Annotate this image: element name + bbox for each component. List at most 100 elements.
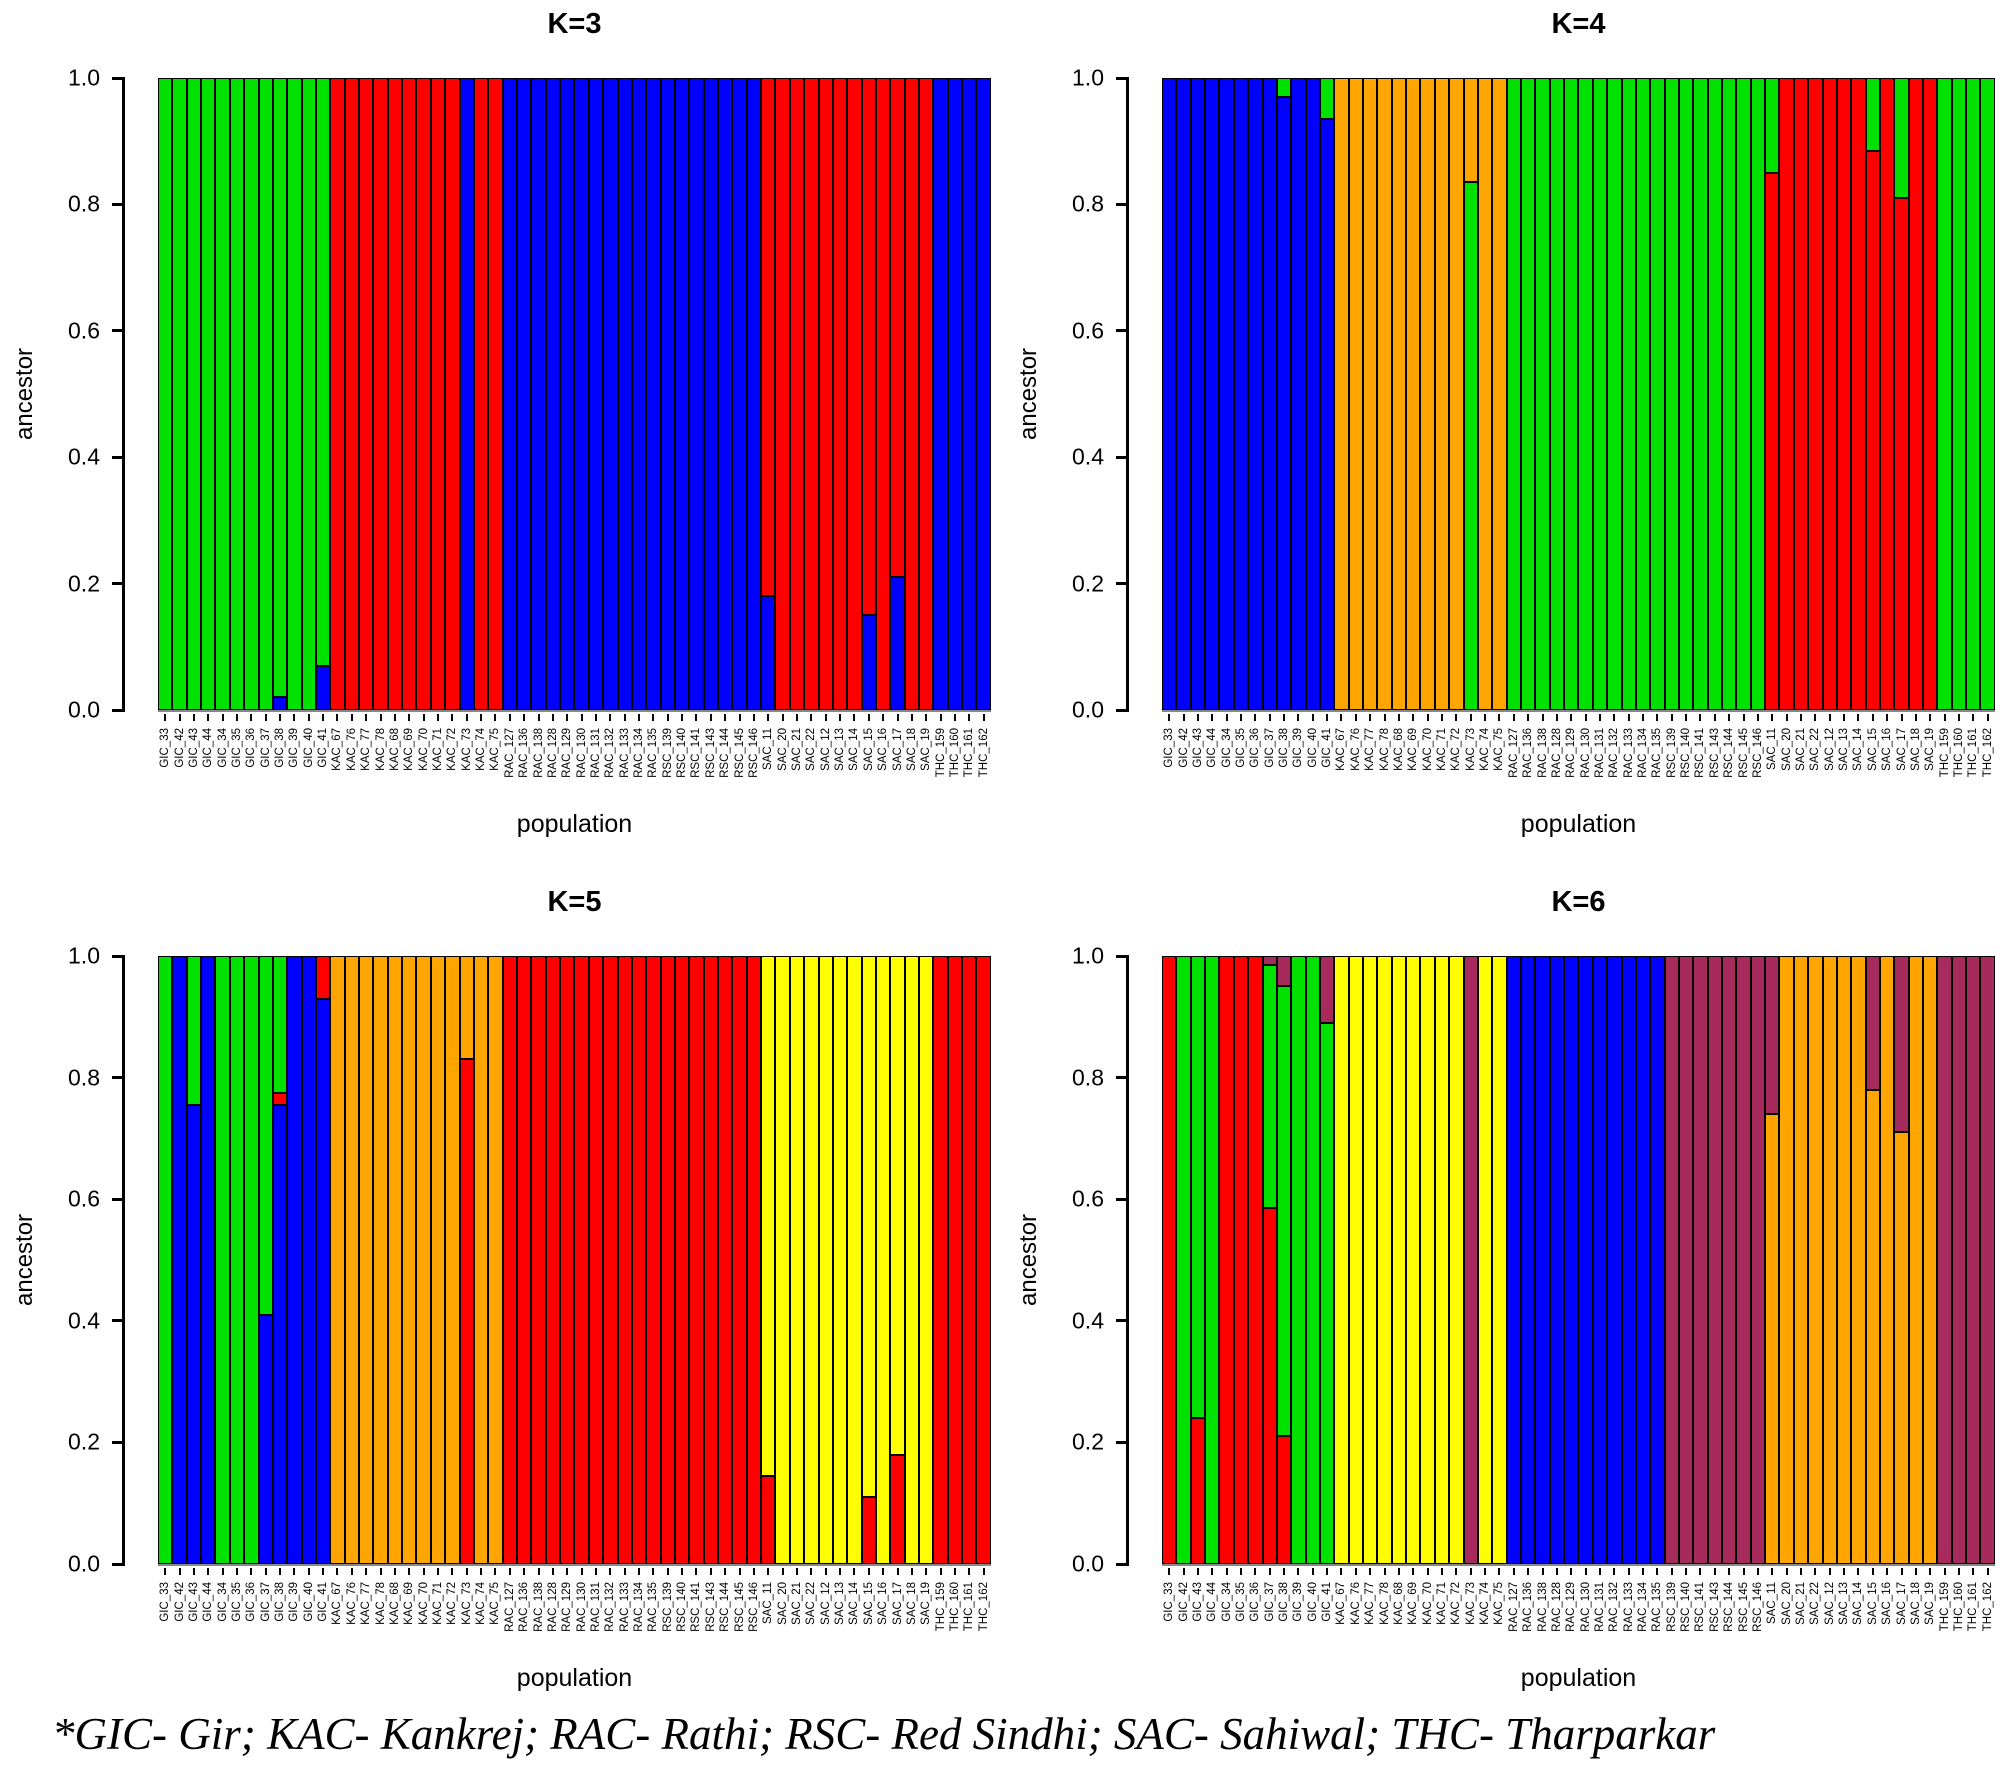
x-tick (666, 1568, 669, 1575)
bar-SAC_17 (1894, 78, 1909, 710)
y-tick (112, 1076, 125, 1080)
y-tick (112, 202, 125, 206)
x-tick (709, 714, 712, 721)
segment-O (1363, 78, 1378, 710)
bar-KAC_75 (1492, 956, 1507, 1564)
x-tick-label: SAC_12 (819, 1582, 832, 1625)
x-tick-cell: RSC_146 (747, 1568, 761, 1662)
segment-B (890, 577, 905, 710)
x-tick (235, 1568, 238, 1575)
segment-G (1262, 965, 1277, 1209)
bar-KAC_73 (459, 78, 474, 710)
x-tick-label: KAC_78 (374, 1582, 387, 1625)
x-tick-label: SAC_21 (790, 728, 803, 771)
bar-SAC_20 (1779, 78, 1794, 710)
y-tick (1116, 1197, 1129, 1201)
x-tick-cell: RSC_144 (1722, 1568, 1736, 1662)
bar-RAC_129 (560, 78, 575, 710)
x-tick-cell: SAC_21 (790, 1568, 804, 1662)
x-tick-cell: SAC_14 (847, 714, 861, 808)
bar-RSC_139 (1664, 78, 1679, 710)
segment-G (1506, 78, 1521, 710)
y-tick (1116, 708, 1129, 712)
bar-RAC_127 (1506, 956, 1521, 1564)
panel-k4: K=4 ancestor 1.0 0.8 0.6 0.4 0.2 0.0 GIC_33 GI… (1004, 0, 2007, 876)
segment-B (1291, 78, 1306, 710)
x-tick (767, 1568, 770, 1575)
x-tick-cell: RAC_132 (1607, 714, 1621, 808)
bar-SAC_21 (1793, 78, 1809, 710)
x-tick-cell: GIC_38 (273, 1568, 287, 1662)
x-tick-label: GIC_43 (1191, 1582, 1204, 1622)
segment-R (631, 956, 647, 1564)
x-tick-label: GIC_40 (302, 1582, 315, 1622)
x-tick (537, 714, 540, 721)
segment-R (560, 956, 575, 1564)
x-tick (896, 714, 899, 721)
bar-GIC_40 (1305, 956, 1320, 1564)
bar-SAC_21 (789, 956, 805, 1564)
bar-RSC_145 (732, 956, 747, 1564)
segment-O (1348, 78, 1364, 710)
x-tick (422, 1568, 425, 1575)
x-tick-cell: THC_159 (933, 714, 947, 808)
x-tick-cell: GIC_37 (259, 1568, 273, 1662)
x-tick (810, 1568, 813, 1575)
bar-KAC_68 (387, 956, 403, 1564)
x-tick (1857, 1568, 1860, 1575)
x-tick-label: RAC_134 (633, 728, 646, 778)
segment-R (1262, 1208, 1277, 1564)
segment-Y (1477, 956, 1493, 1564)
x-tick-cell: GIC_37 (1263, 714, 1277, 808)
bar-RAC_132 (603, 78, 618, 710)
y-tick (112, 1319, 125, 1323)
segment-R (861, 78, 876, 616)
y-tick (112, 708, 125, 712)
x-tick-cell: RAC_131 (1593, 714, 1607, 808)
x-tick-cell: RAC_136 (1521, 1568, 1535, 1662)
x-tick-cell: RAC_134 (1636, 1568, 1650, 1662)
x-tick-cell: KAC_67 (330, 1568, 344, 1662)
x-tick-label: KAC_78 (1378, 728, 1391, 771)
x-tick-cell: SAC_12 (1823, 714, 1837, 808)
x-tick (724, 714, 727, 721)
x-tick (652, 1568, 655, 1575)
x-tick-label: RSC_145 (733, 728, 746, 778)
x-tick (781, 714, 784, 721)
segment-G (1707, 78, 1723, 710)
segment-R (674, 956, 690, 1564)
x-tick-label: RAC_127 (1507, 728, 1520, 778)
segment-O (1434, 78, 1450, 710)
bar-GIC_36 (244, 956, 259, 1564)
y-tick (1116, 1440, 1129, 1444)
bar-THC_161 (962, 78, 977, 710)
bar-GIC_43 (186, 956, 202, 1564)
x-tick (1598, 1568, 1601, 1575)
x-tick-label: GIC_38 (274, 1582, 287, 1622)
x-tick (1412, 714, 1415, 721)
bar-KAC_71 (430, 956, 446, 1564)
x-tick-cell: KAC_73 (460, 1568, 474, 1662)
x-tick-label: KAC_77 (1364, 1582, 1377, 1625)
x-tick-cell: GIC_42 (1176, 714, 1190, 808)
x-tick-label: RAC_127 (503, 1582, 516, 1632)
segment-M (1894, 956, 1909, 1133)
segment-R (1923, 78, 1938, 710)
x-tick-cell: GIC_36 (1248, 1568, 1262, 1662)
segment-R (1908, 78, 1924, 710)
segment-O (1765, 1114, 1780, 1564)
x-tick (1196, 714, 1199, 721)
panel-k3: K=3 ancestor 1.0 0.8 0.6 0.4 0.2 0.0 GIC_33 GI… (0, 0, 1003, 876)
x-tick (580, 1568, 583, 1575)
x-tick (508, 714, 511, 721)
x-tick (379, 714, 382, 721)
x-tick-cell: GIC_42 (172, 1568, 186, 1662)
bar-GIC_39 (1291, 956, 1306, 1564)
x-tick-label: RSC_143 (1708, 1582, 1721, 1632)
x-tick-label: THC_159 (1938, 728, 1951, 778)
segment-R (1851, 78, 1866, 710)
x-tick-label: RSC_139 (1665, 1582, 1678, 1632)
bar-SAC_11 (761, 956, 776, 1564)
x-tick-label: KAC_75 (489, 1582, 502, 1625)
x-tick (207, 1568, 210, 1575)
